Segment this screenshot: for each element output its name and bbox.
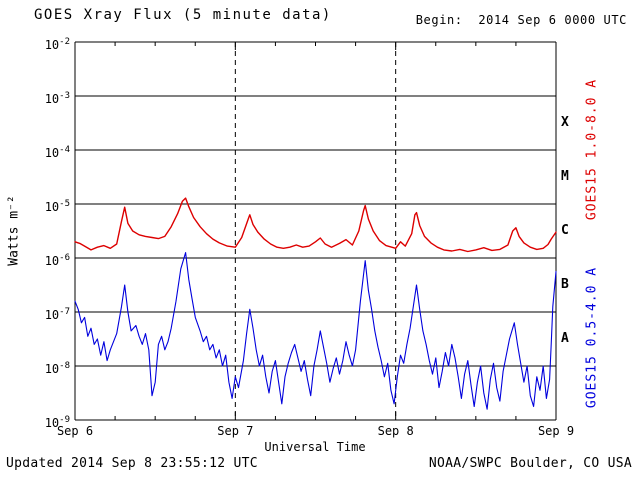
y-tick-label: 10-9: [44, 415, 70, 430]
series-line-long: [74, 197, 557, 253]
series-label-short-channel: GOES15 0.5-4.0 A: [584, 266, 600, 409]
y-tick-label: 10-2: [44, 37, 70, 52]
y-tick-label: 10-7: [44, 307, 70, 322]
source-credit: NOAA/SWPC Boulder, CO USA: [428, 456, 632, 471]
flare-class-label-B: B: [561, 277, 569, 292]
y-tick-label: 10-5: [44, 199, 70, 214]
series-line-short: [74, 252, 557, 410]
series-label-long-channel: GOES15 1.0-8.0 A: [584, 78, 600, 221]
x-tick-label: Sep 9: [537, 424, 575, 438]
chart-title: GOES Xray Flux (5 minute data): [34, 7, 332, 23]
y-tick-label: 10-6: [44, 253, 70, 268]
x-tick-label: Sep 7: [217, 424, 254, 438]
x-tick-label: Sep 8: [377, 424, 414, 438]
flare-class-label-C: C: [561, 223, 569, 238]
y-axis-title: Watts m⁻²: [6, 195, 22, 266]
y-tick-label: 10-8: [44, 361, 70, 376]
x-axis-title: Universal Time: [264, 440, 366, 454]
x-tick-label: Sep 6: [56, 424, 94, 438]
begin-time-label: Begin: 2014 Sep 6 0000 UTC: [415, 13, 627, 27]
updated-timestamp: Updated 2014 Sep 8 23:55:12 UTC: [6, 456, 258, 471]
flare-class-label-X: X: [561, 115, 569, 130]
flare-class-label-A: A: [561, 331, 569, 346]
y-tick-label: 10-3: [44, 91, 70, 106]
y-tick-label: 10-4: [44, 145, 70, 160]
flare-class-label-M: M: [561, 169, 569, 184]
